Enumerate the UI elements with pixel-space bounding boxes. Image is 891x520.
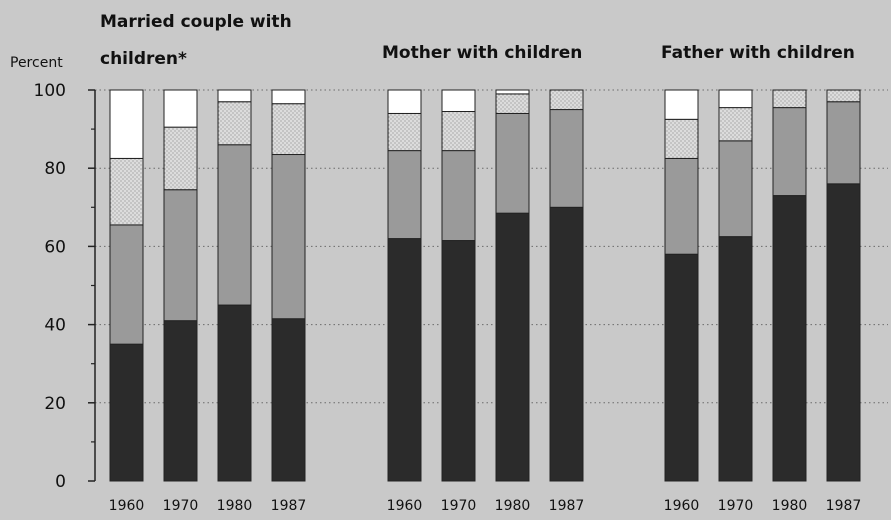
bar-layer [109, 89, 861, 482]
y-tick-label-80: 80 [44, 159, 66, 179]
y-tick-label-60: 60 [44, 237, 66, 257]
y-axis-label: Percent [10, 55, 63, 71]
bar-segment-p3-1980-s1 [772, 195, 807, 482]
bar-segment-p1-1960-s4 [109, 89, 144, 159]
x-tick-label-p2-1987: 1987 [549, 498, 585, 514]
x-tick-label-p2-1970: 1970 [441, 498, 477, 514]
panel-2-title-line-1: Mother with children [382, 43, 582, 63]
bar-segment-p2-1960-s4 [387, 89, 422, 114]
bar-segment-p3-1987-s3 [826, 89, 861, 103]
bar-segment-p1-1980-s1 [217, 304, 252, 482]
bar-segment-p2-1987-s2 [549, 109, 584, 208]
bar-segment-p2-1987-s1 [549, 206, 584, 482]
bar-segment-p3-1960-s3 [664, 118, 699, 159]
y-tick-label-40: 40 [44, 316, 66, 336]
bar-segment-p3-1987-s1 [826, 183, 861, 482]
bar-segment-p2-1960-s1 [387, 238, 422, 482]
bar-segment-p1-1980-s3 [217, 101, 252, 146]
bar-segment-p1-1980-s2 [217, 144, 252, 306]
bar-segment-p3-1980-s3 [772, 89, 807, 109]
panel-1-title-line-1: Married couple with [100, 12, 292, 32]
bar-segment-p1-1960-s2 [109, 224, 144, 345]
x-tick-label-p1-1980: 1980 [217, 498, 253, 514]
x-tick-label-p3-1980: 1980 [772, 498, 808, 514]
bar-segment-p2-1980-s1 [495, 212, 530, 482]
bar-segment-p3-1987-s2 [826, 101, 861, 185]
y-tick-label-20: 20 [44, 394, 66, 414]
y-tick-label-100: 100 [34, 81, 66, 101]
bar-segment-p2-1970-s2 [441, 150, 476, 242]
bar-segment-p1-1970-s3 [163, 126, 198, 191]
bar-segment-p1-1987-s4 [271, 89, 306, 105]
bar-segment-p3-1970-s3 [718, 107, 753, 142]
bar-segment-p2-1980-s4 [495, 89, 530, 95]
bar-segment-p2-1970-s4 [441, 89, 476, 113]
bar-segment-p3-1970-s2 [718, 140, 753, 238]
y-tick-label-0: 0 [55, 472, 66, 492]
grid-layer [95, 89, 888, 404]
bar-segment-p1-1970-s4 [163, 89, 198, 128]
axis-layer [88, 89, 96, 482]
bar-segment-p1-1970-s2 [163, 189, 198, 322]
x-tick-label-p3-1970: 1970 [718, 498, 754, 514]
bar-segment-p1-1970-s1 [163, 320, 198, 482]
bar-segment-p1-1960-s3 [109, 157, 144, 226]
bar-segment-p2-1960-s2 [387, 150, 422, 240]
bar-segment-p1-1987-s3 [271, 103, 306, 156]
x-tick-label-p2-1980: 1980 [495, 498, 531, 514]
bar-segment-p2-1970-s3 [441, 111, 476, 152]
bar-segment-p1-1980-s4 [217, 89, 252, 103]
bar-segment-p3-1970-s4 [718, 89, 753, 109]
x-tick-label-p1-1970: 1970 [163, 498, 199, 514]
bar-segment-p1-1987-s2 [271, 154, 306, 320]
bar-segment-p2-1987-s3 [549, 89, 584, 111]
bar-segment-p2-1970-s1 [441, 240, 476, 482]
label-layer: Percent 0 20 40 60 80 100 Married couple with ch… [10, 12, 861, 514]
bar-segment-p2-1960-s3 [387, 112, 422, 152]
x-tick-label-p2-1960: 1960 [387, 498, 423, 514]
bar-segment-p1-1960-s1 [109, 343, 144, 482]
bar-segment-p3-1960-s2 [664, 157, 699, 255]
bar-segment-p3-1970-s1 [718, 236, 753, 482]
bar-segment-p2-1980-s3 [495, 93, 530, 114]
bar-segment-p3-1960-s1 [664, 253, 699, 482]
bar-segment-p3-1960-s4 [664, 89, 699, 120]
x-tick-label-p1-1987: 1987 [271, 498, 307, 514]
bar-segment-p2-1980-s2 [495, 112, 530, 214]
x-tick-label-p3-1960: 1960 [664, 498, 700, 514]
panel-3-title-line-1: Father with children [661, 43, 855, 63]
x-tick-label-p3-1987: 1987 [826, 498, 862, 514]
panel-1-title-line-2: children* [100, 49, 187, 69]
x-tick-label-p1-1960: 1960 [109, 498, 145, 514]
bar-segment-p1-1987-s1 [271, 318, 306, 482]
bar-segment-p3-1980-s2 [772, 107, 807, 197]
